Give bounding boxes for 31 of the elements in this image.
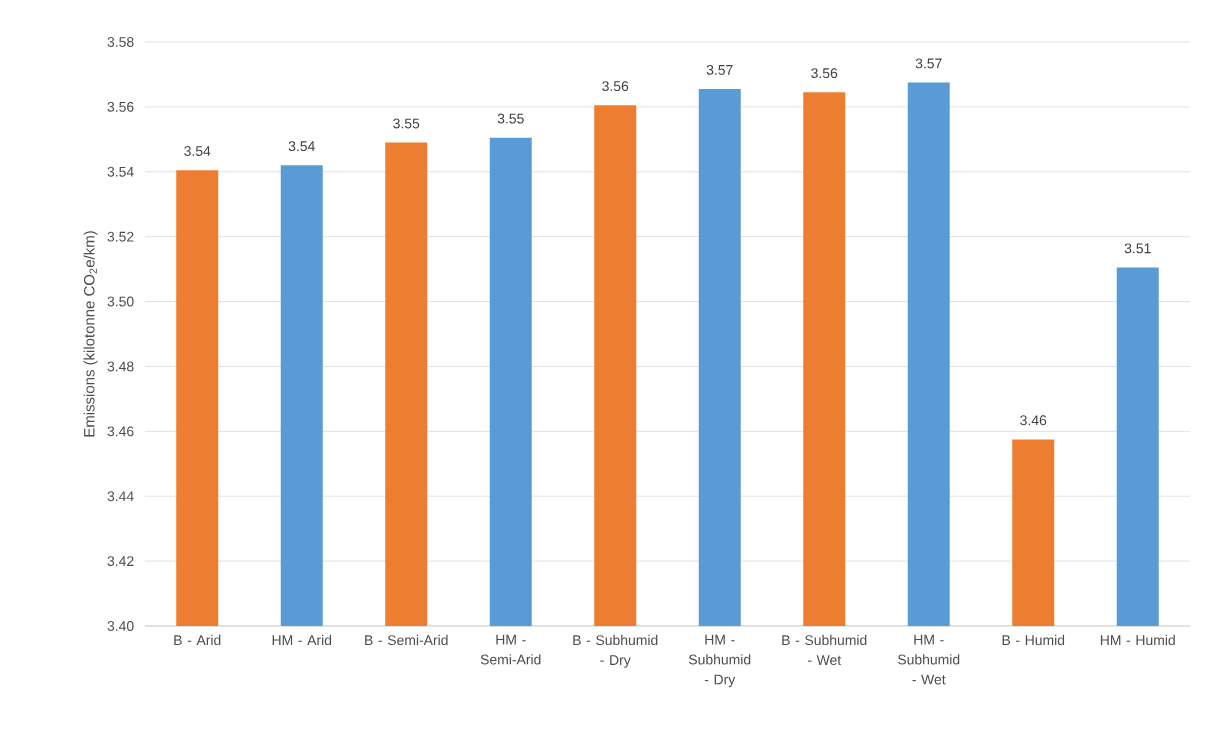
data-label: 3.56	[602, 81, 629, 92]
data-label: 3.46	[1020, 415, 1047, 426]
data-label: 3.54	[184, 146, 211, 156]
y-tick-label: 3.48	[107, 361, 134, 372]
y-tick-label: 3.56	[107, 101, 134, 112]
y-tick-label: 3.46	[107, 426, 134, 437]
x-tick-label: HM - Semi-Arid	[480, 634, 541, 665]
x-tick-label: B - Arid	[174, 634, 221, 646]
x-tick-label: HM - Arid	[272, 634, 332, 646]
y-tick-label: 3.58	[107, 37, 134, 47]
data-label: 3.55	[393, 118, 420, 129]
x-tick-label: HM - Humid	[1100, 634, 1175, 646]
x-tick-label: HM - Subhumid - Dry	[688, 634, 751, 688]
data-label: 3.57	[706, 64, 733, 75]
x-tick-label: HM - Subhumid - Wet	[897, 634, 960, 685]
data-label: 3.51	[1124, 243, 1151, 254]
x-tick-label: B - Subhumid - Wet	[782, 634, 867, 666]
y-tick-label: 3.44	[107, 491, 134, 502]
data-label: 3.54	[288, 141, 315, 152]
y-tick-label: 3.40	[107, 621, 134, 631]
y-tick-label: 3.50	[107, 296, 134, 307]
data-label: 3.57	[915, 58, 942, 69]
y-tick-label: 3.42	[107, 556, 134, 567]
data-label: 3.56	[811, 68, 838, 79]
data-label: 3.55	[497, 113, 524, 124]
x-tick-label: B - Subhumid - Dry	[573, 634, 658, 668]
y-axis-title: Emissions (kilotonne CO$_{2}$e/km)	[83, 231, 98, 437]
x-tick-label: B - Humid	[1002, 634, 1065, 646]
x-tick-label: B - Semi-Arid	[365, 634, 448, 646]
y-tick-label: 3.52	[107, 231, 134, 242]
y-tick-label: 3.54	[107, 166, 134, 177]
